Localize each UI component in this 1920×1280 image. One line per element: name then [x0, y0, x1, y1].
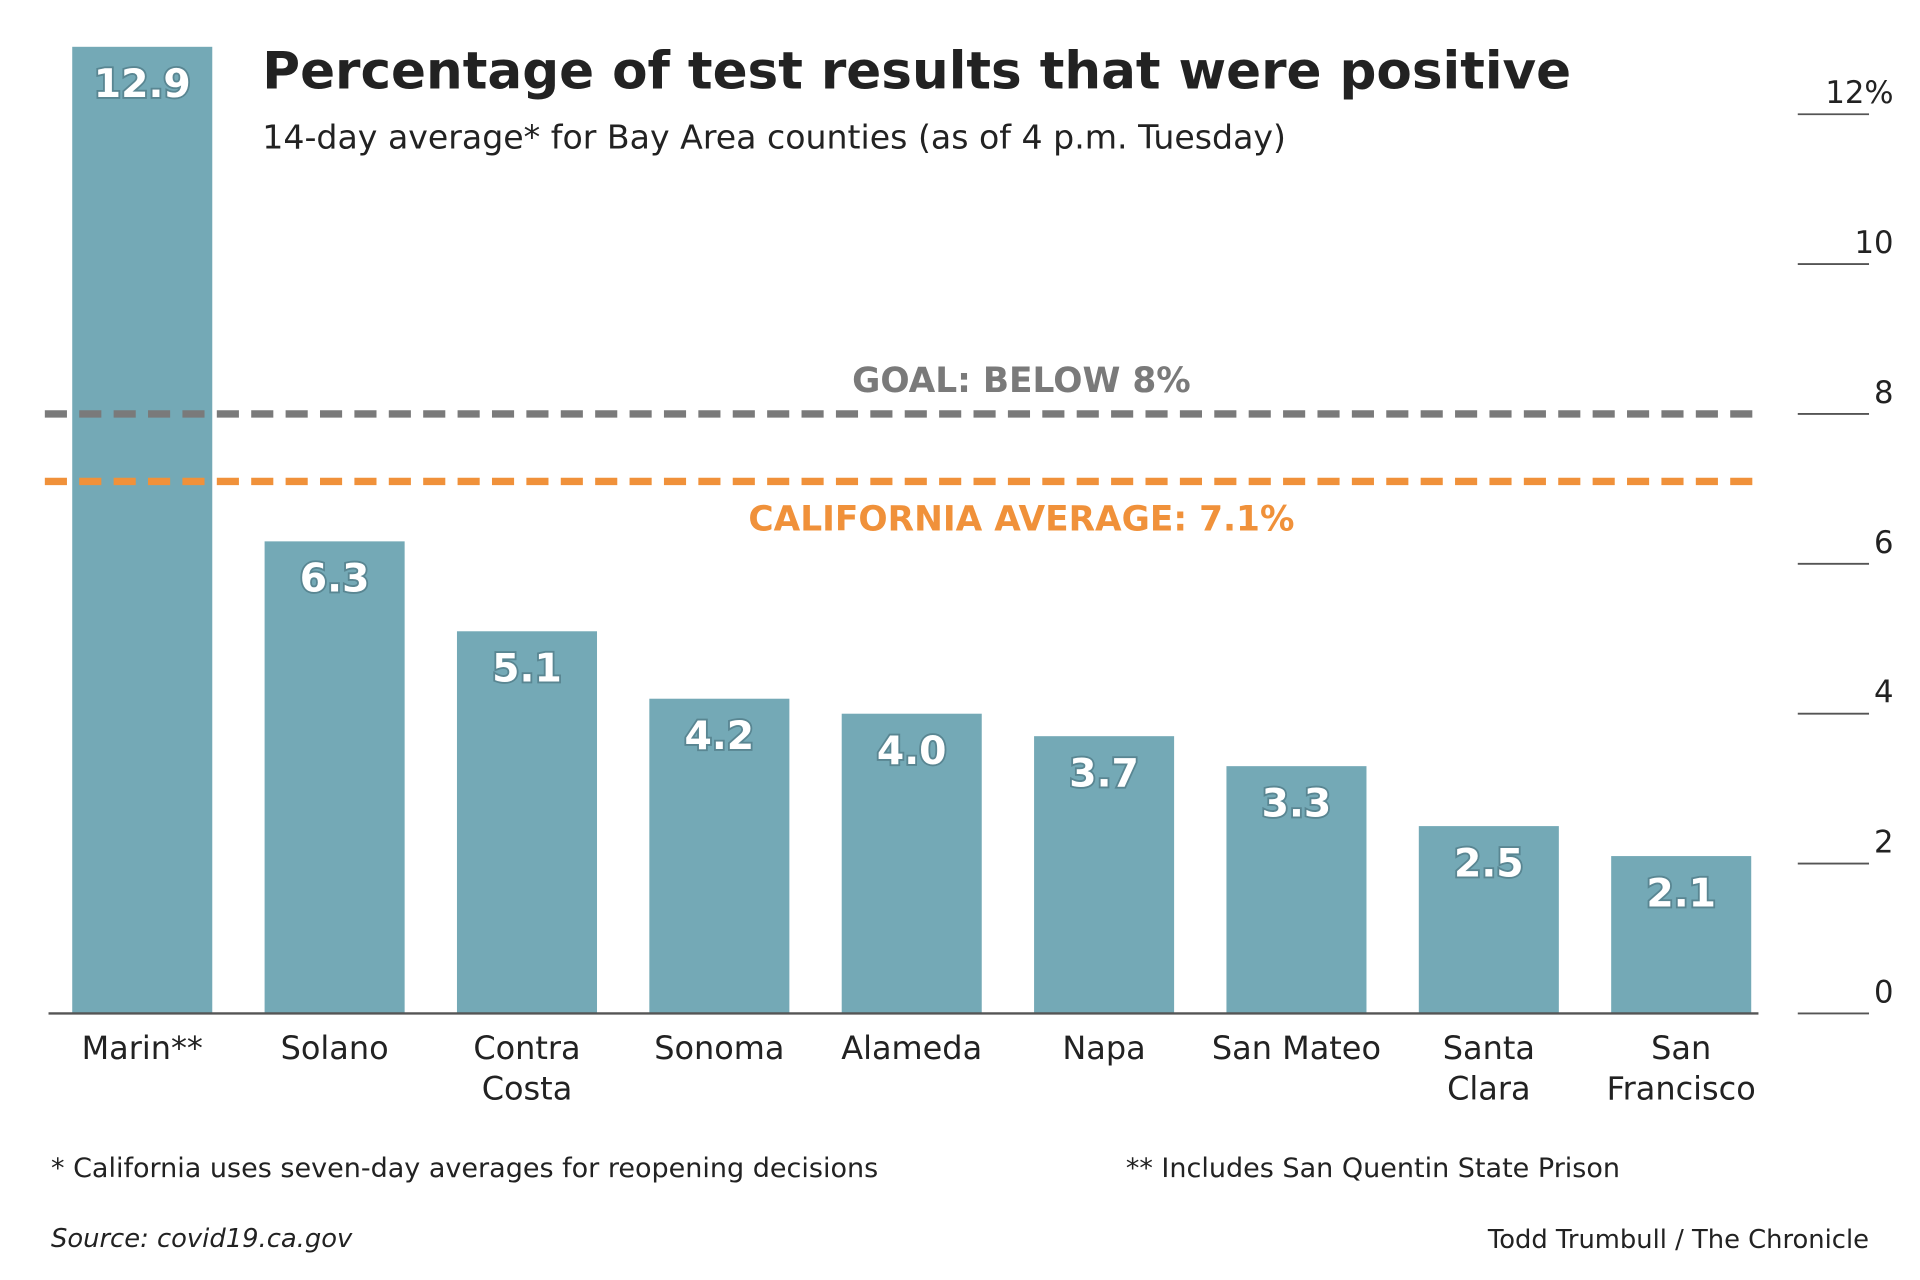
bar [1611, 856, 1752, 1014]
footnote: ** Includes San Quentin State Prison [1126, 1153, 1620, 1184]
x-label-box: Napa [1062, 1030, 1146, 1068]
x-tick-label: Napa [1062, 1030, 1146, 1068]
x-label-box: Solano [280, 1030, 389, 1068]
chart-subtitle: 14-day average* for Bay Area counties (a… [262, 118, 1286, 157]
bar [72, 46, 213, 1014]
bar [841, 713, 982, 1014]
source: Source: covid19.ca.gov [51, 1224, 353, 1254]
x-label-box: Alameda [841, 1030, 983, 1068]
bar [649, 698, 790, 1014]
footnote: * California uses seven-day averages for… [51, 1153, 878, 1184]
x-label-box: Marin** [81, 1030, 203, 1068]
y-tick-label: 8 [1874, 375, 1894, 411]
bar [456, 631, 598, 1014]
x-tick-label: Santa Clara [1442, 1030, 1535, 1109]
x-label-box: Contra Costa [473, 1030, 581, 1109]
bar [264, 541, 405, 1014]
x-tick-label: Solano [280, 1030, 389, 1068]
bar [1418, 826, 1559, 1014]
x-tick-label: San Mateo [1211, 1030, 1381, 1068]
x-tick-label: Alameda [841, 1030, 983, 1068]
value-label: 4.0 [877, 729, 947, 774]
value-label: 5.1 [492, 647, 562, 692]
x-label-box: San Francisco [1606, 1030, 1756, 1109]
y-tick-label: 0 [1874, 974, 1894, 1010]
value-label: 2.5 [1454, 841, 1524, 886]
value-label: 2.1 [1646, 871, 1716, 916]
credit: Todd Trumbull / The Chronicle [1487, 1225, 1869, 1255]
y-tick-label: 10 [1855, 225, 1894, 261]
bar [1226, 766, 1367, 1014]
x-label-box: Santa Clara [1442, 1030, 1535, 1109]
y-tick-label: 2 [1874, 825, 1894, 861]
value-label: 6.3 [300, 557, 370, 602]
x-tick-label: San Francisco [1606, 1030, 1756, 1109]
x-label-box: San Mateo [1211, 1030, 1381, 1068]
y-tick-label: 4 [1874, 675, 1894, 711]
chart-title: Percentage of test results that were pos… [262, 41, 1571, 101]
y-tick-label: 12% [1825, 75, 1893, 111]
value-label: 3.7 [1069, 752, 1139, 797]
value-label: 12.9 [94, 62, 191, 107]
value-label: 4.2 [685, 714, 755, 759]
y-tick-label: 6 [1874, 525, 1894, 561]
x-label-box: Sonoma [654, 1030, 785, 1068]
x-tick-label: Sonoma [654, 1030, 785, 1068]
reference-label: CALIFORNIA AVERAGE: 7.1% [748, 500, 1294, 540]
x-tick-label: Marin** [81, 1030, 203, 1068]
value-label: 3.3 [1262, 782, 1332, 827]
x-tick-label: Contra Costa [473, 1030, 581, 1109]
bar [1034, 736, 1175, 1014]
reference-label: GOAL: BELOW 8% [852, 361, 1191, 401]
